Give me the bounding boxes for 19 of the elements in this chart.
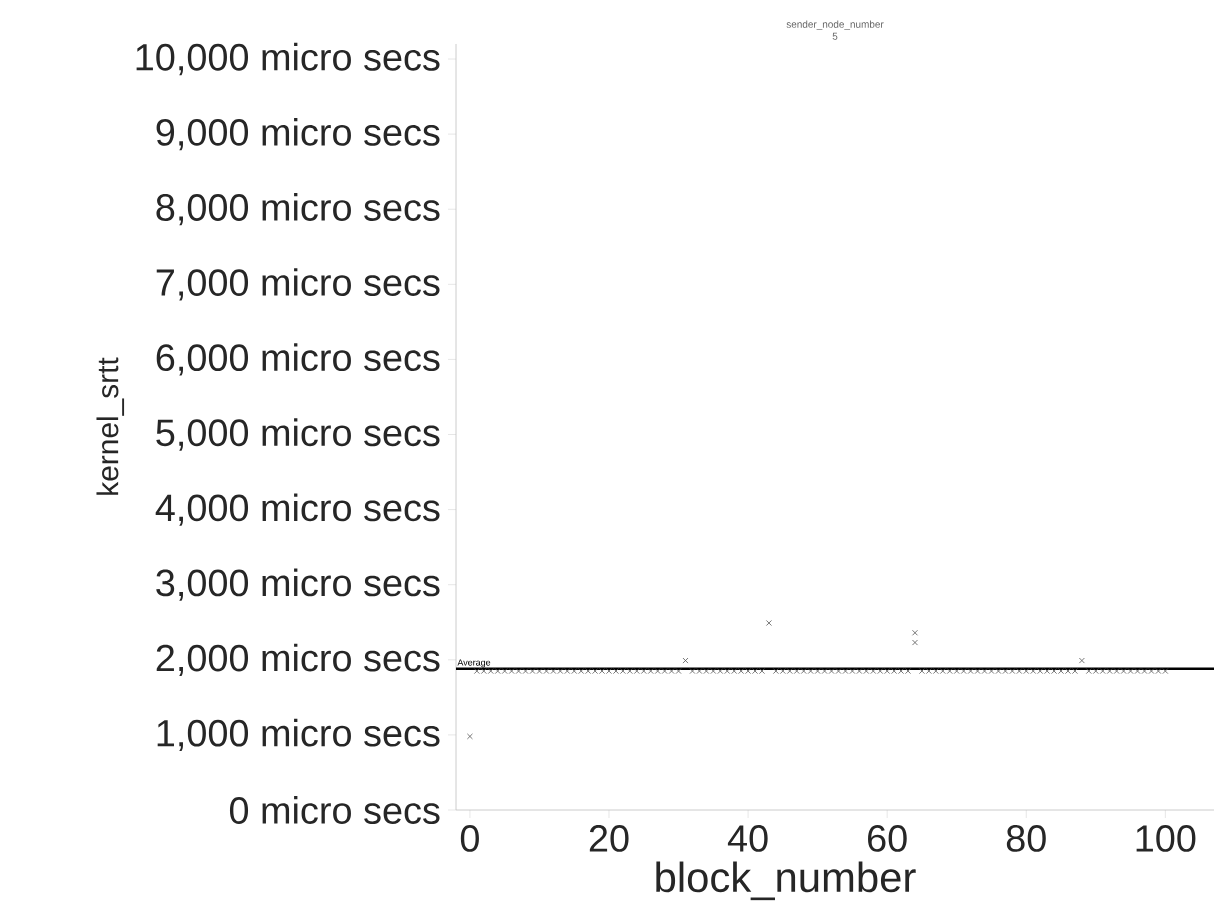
x-axis-title: block_number (656, 861, 916, 901)
y-axis-title: kernel_srtt (96, 357, 125, 495)
y-tick-label: 4,000 micro secs (155, 493, 440, 526)
y-tick-label: 9,000 micro secs (156, 117, 440, 151)
x-tick-label: 60 (868, 825, 907, 852)
y-tick-label: 8,000 micro secs (156, 193, 440, 226)
x-tick-label: 20 (589, 825, 629, 852)
x-tick-label: 100 (1136, 825, 1196, 852)
x-tick-label: 40 (727, 825, 768, 852)
y-tick-label: 6,000 micro secs (156, 343, 440, 376)
x-tick-label: 0 (460, 825, 479, 852)
y-tick-label: 5,000 micro secs (156, 418, 440, 451)
x-tick-label: 80 (1006, 825, 1046, 852)
y-tick-label: 2,000 micro secs (156, 643, 440, 676)
y-tick-label: 1,000 micro secs (157, 718, 440, 752)
y-tick-label: 10,000 micro secs (136, 42, 440, 76)
y-tick-label: 3,000 micro secs (156, 568, 440, 601)
y-tick-label: 7,000 micro secs (156, 268, 440, 301)
y-tick-label: 0 micro secs (229, 796, 440, 824)
